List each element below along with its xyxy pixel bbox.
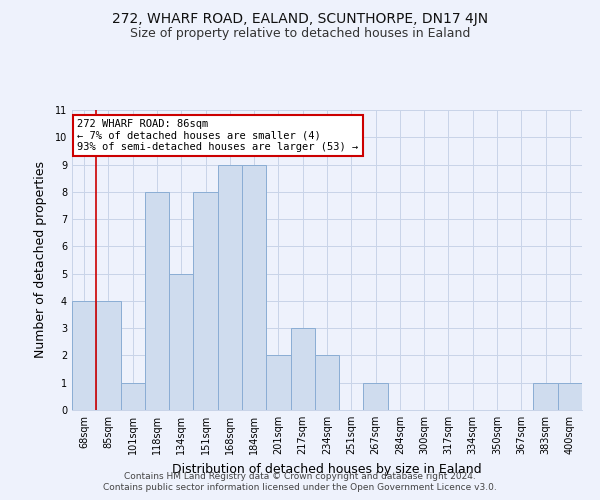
Bar <box>218 164 242 410</box>
Text: Contains HM Land Registry data © Crown copyright and database right 2024.: Contains HM Land Registry data © Crown c… <box>124 472 476 481</box>
Bar <box>242 164 266 410</box>
X-axis label: Distribution of detached houses by size in Ealand: Distribution of detached houses by size … <box>172 462 482 475</box>
Text: Contains public sector information licensed under the Open Government Licence v3: Contains public sector information licen… <box>103 484 497 492</box>
Bar <box>290 328 315 410</box>
Text: 272, WHARF ROAD, EALAND, SCUNTHORPE, DN17 4JN: 272, WHARF ROAD, EALAND, SCUNTHORPE, DN1… <box>112 12 488 26</box>
Y-axis label: Number of detached properties: Number of detached properties <box>34 162 47 358</box>
Bar <box>96 301 121 410</box>
Bar <box>169 274 193 410</box>
Bar <box>121 382 145 410</box>
Bar <box>72 301 96 410</box>
Bar <box>315 356 339 410</box>
Bar <box>533 382 558 410</box>
Bar <box>558 382 582 410</box>
Bar <box>364 382 388 410</box>
Bar <box>266 356 290 410</box>
Bar <box>193 192 218 410</box>
Text: 272 WHARF ROAD: 86sqm
← 7% of detached houses are smaller (4)
93% of semi-detach: 272 WHARF ROAD: 86sqm ← 7% of detached h… <box>77 119 358 152</box>
Bar <box>145 192 169 410</box>
Text: Size of property relative to detached houses in Ealand: Size of property relative to detached ho… <box>130 28 470 40</box>
